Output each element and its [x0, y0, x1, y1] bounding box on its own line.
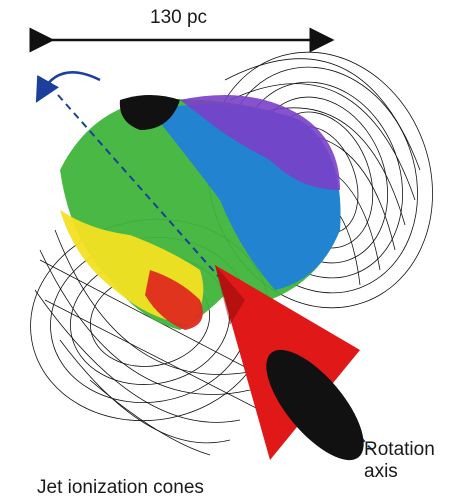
rotation-axis-label-line1: Rotation [364, 439, 435, 460]
jet-cone [215, 265, 364, 461]
velocity-map [60, 95, 341, 331]
jet-cones-label: Jet ionization cones [37, 477, 204, 498]
rotation-arrow-icon [35, 71, 101, 103]
rotation-axis-label-line2: axis [364, 460, 398, 482]
scale-label: 130 pc [150, 7, 208, 28]
rotation-axis-label: Rotation axis [364, 439, 435, 483]
rotation-axis-line [57, 94, 373, 451]
